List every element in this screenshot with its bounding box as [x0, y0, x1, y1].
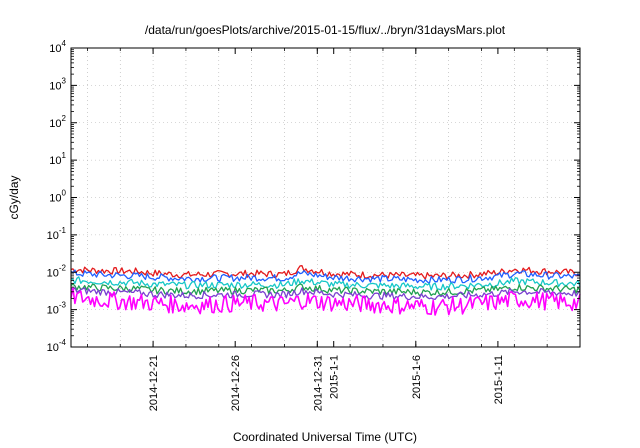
series-line-6 — [70, 287, 581, 316]
y-tick-label: 100 — [49, 189, 66, 205]
y-tick-label: 102 — [49, 114, 66, 130]
y-tick-base: 10 — [47, 305, 59, 317]
x-tick-label: 2014-12-31 — [312, 355, 324, 411]
y-tick-exponent: -3 — [59, 301, 67, 310]
y-tick-exponent: 2 — [62, 114, 67, 123]
y-tick-exponent: 3 — [62, 76, 67, 85]
y-tick-exponent: -2 — [59, 263, 67, 272]
y-tick-label: 103 — [49, 76, 66, 92]
y-tick-exponent: 0 — [62, 189, 67, 198]
y-tick-base: 10 — [47, 342, 59, 354]
y-tick-base: 10 — [47, 267, 59, 279]
y-tick-base: 10 — [49, 155, 61, 167]
y-tick-exponent: -4 — [59, 338, 67, 347]
x-tick-label: 2015-1-1 — [329, 355, 341, 399]
x-tick-label: 2014-12-26 — [230, 355, 242, 411]
y-axis-title: cGy/day — [7, 175, 21, 219]
series-line-4 — [70, 283, 581, 297]
y-tick-exponent: 4 — [62, 39, 67, 48]
x-tick-label: 2015-1-6 — [411, 355, 423, 399]
x-tick-label: 2015-1-11 — [493, 355, 505, 404]
y-tick-base: 10 — [49, 193, 61, 205]
x-tick-label: 2014-12-21 — [148, 355, 160, 411]
y-tick-exponent: 1 — [62, 151, 67, 160]
y-tick-base: 10 — [49, 118, 61, 130]
series-line-2 — [70, 269, 581, 285]
y-tick-label: 10-1 — [47, 226, 67, 242]
x-axis: 2014-12-21 2014-12-26 2014-12-31 2015-1-1 20… — [87, 48, 548, 411]
y-tick-exponent: -1 — [59, 226, 67, 235]
x-axis-title: Coordinated Universal Time (UTC) — [233, 430, 417, 444]
y-tick-label: 104 — [49, 39, 66, 55]
y-tick-label: 101 — [49, 151, 66, 167]
y-tick-base: 10 — [49, 80, 61, 92]
y-tick-base: 10 — [47, 230, 59, 242]
chart-title: /data/run/goesPlots/archive/2015-01-15/f… — [145, 23, 506, 37]
series-layer — [70, 265, 581, 316]
series-line-5 — [70, 287, 581, 301]
y-tick-base: 10 — [49, 43, 61, 55]
y-tick-label: 10-2 — [47, 263, 67, 279]
y-tick-label: 10-3 — [47, 301, 67, 317]
y-tick-label: 10-4 — [47, 338, 67, 354]
